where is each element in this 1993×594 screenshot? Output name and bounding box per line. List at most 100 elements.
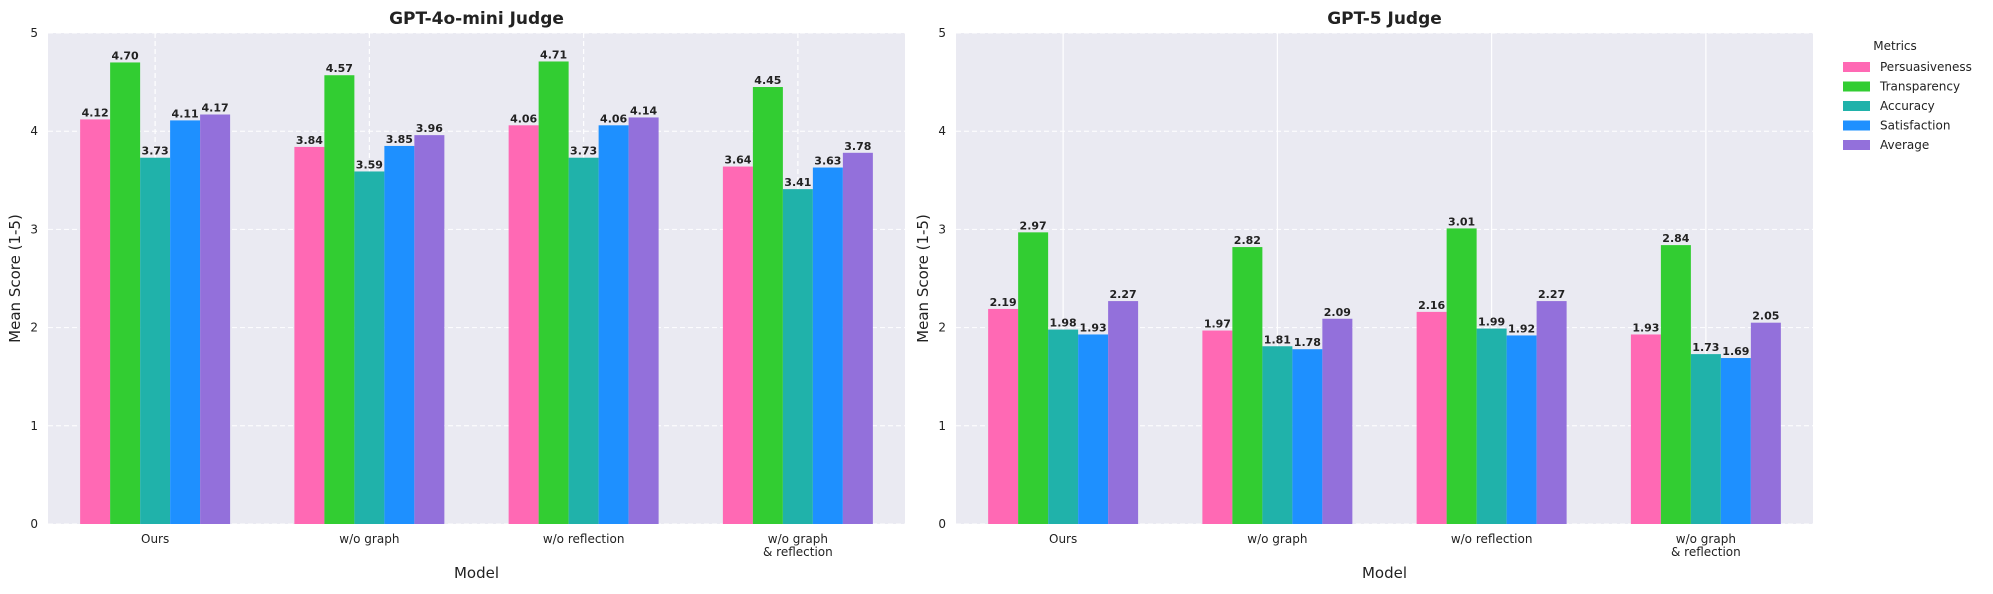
bar-value-label: 2.84 — [1662, 232, 1689, 245]
bar — [1078, 334, 1109, 524]
bar — [1446, 228, 1477, 524]
bar-value-label: 1.93 — [1632, 321, 1659, 334]
legend-swatch — [1843, 62, 1870, 72]
y-tick-label: 0 — [30, 517, 38, 531]
y-tick-label: 4 — [30, 124, 38, 138]
x-tick-label: w/o graph — [339, 532, 399, 546]
bar-value-label: 3.96 — [416, 122, 443, 135]
legend-title: Metrics — [1873, 39, 1917, 53]
bar-value-label: 4.11 — [172, 107, 199, 120]
bar — [80, 119, 111, 524]
bar-value-label: 3.64 — [724, 154, 751, 167]
x-axis-label: Model — [1362, 564, 1407, 582]
x-tick-label-line: Ours — [141, 532, 169, 546]
bar — [1232, 247, 1263, 525]
x-tick-label-line: & reflection — [763, 545, 833, 559]
y-tick-label: 1 — [30, 419, 38, 433]
bar-value-label: 1.97 — [1204, 318, 1231, 331]
bar-value-label: 1.92 — [1508, 322, 1535, 335]
legend-swatch — [1843, 120, 1870, 131]
x-tick-label-line: Ours — [1049, 532, 1077, 546]
legend-label: Satisfaction — [1880, 119, 1950, 133]
bar-value-label: 2.27 — [1110, 288, 1137, 301]
bar — [1506, 335, 1537, 524]
bar-value-label: 3.01 — [1448, 215, 1475, 228]
x-tick-label: Ours — [141, 532, 169, 546]
bar-value-label: 1.69 — [1722, 345, 1749, 358]
bar — [782, 189, 813, 524]
legend-label: Accuracy — [1880, 99, 1935, 113]
y-tick-label: 0 — [938, 517, 946, 531]
x-tick-label: w/o graph — [1247, 532, 1307, 546]
x-tick-label-line: w/o graph — [339, 532, 399, 546]
x-tick-label-line: & reflection — [1671, 545, 1741, 559]
legend-label: Persuasiveness — [1880, 60, 1972, 74]
bar-value-label: 2.19 — [990, 296, 1017, 309]
bar — [354, 171, 385, 524]
bar — [568, 157, 599, 525]
bar-value-label: 2.97 — [1020, 219, 1047, 232]
bar — [628, 117, 659, 525]
x-tick-label-line: w/o graph — [1247, 532, 1307, 546]
bar-value-label: 2.16 — [1418, 299, 1445, 312]
y-tick-label: 3 — [30, 222, 38, 236]
bar-value-label: 3.59 — [356, 158, 383, 171]
bar — [1048, 329, 1079, 524]
bar — [170, 120, 201, 524]
bar-value-label: 4.06 — [510, 112, 537, 125]
bar-value-label: 4.14 — [630, 104, 657, 117]
bar-value-label: 3.63 — [814, 155, 841, 168]
legend-swatch — [1843, 140, 1870, 150]
bar — [1476, 328, 1507, 524]
bar-value-label: 3.78 — [844, 140, 871, 153]
y-tick-label: 5 — [30, 26, 38, 40]
bar-value-label: 4.12 — [82, 106, 109, 119]
bar — [842, 152, 873, 524]
bar — [1416, 311, 1447, 524]
x-axis-label: Model — [454, 564, 499, 582]
bar-value-label: 4.57 — [326, 62, 353, 75]
bar — [1630, 334, 1661, 524]
y-tick-label: 2 — [30, 321, 38, 335]
y-tick-label: 3 — [938, 222, 946, 236]
y-axis-label: Mean Score (1-5) — [6, 214, 24, 343]
chart-panel-1: 4.12 3.84 4.06 3.64 4.70 4.57 4.71 4.45 3.73 3.59… — [6, 9, 905, 582]
bar-value-label: 4.45 — [754, 74, 781, 87]
x-tick-label-line: w/o graph — [1676, 532, 1736, 546]
bar-value-label: 2.05 — [1752, 310, 1779, 323]
legend-swatch — [1843, 101, 1870, 111]
y-tick-label: 4 — [938, 124, 946, 138]
bar — [1292, 349, 1323, 524]
y-tick-label: 2 — [938, 321, 946, 335]
bar-value-label: 3.73 — [142, 145, 169, 158]
bar — [538, 61, 569, 525]
bar — [1750, 322, 1781, 524]
x-tick-label-line: w/o reflection — [543, 532, 625, 546]
bar — [752, 87, 783, 524]
bar-value-label: 1.99 — [1478, 316, 1505, 329]
bar — [1262, 346, 1293, 524]
bar-value-label: 1.93 — [1080, 321, 1107, 334]
legend-swatch — [1843, 81, 1870, 92]
bar-value-label: 1.78 — [1294, 336, 1321, 349]
x-tick-label: Ours — [1049, 532, 1077, 546]
bar — [294, 146, 325, 525]
bar — [1322, 318, 1353, 524]
bar-value-label: 4.17 — [202, 102, 229, 115]
bar — [1108, 301, 1139, 524]
bar — [1720, 358, 1751, 524]
legend-label: Average — [1880, 138, 1929, 152]
bar — [812, 167, 843, 524]
bar-value-label: 2.09 — [1324, 306, 1351, 319]
bar-value-label: 1.81 — [1264, 333, 1291, 346]
y-tick-label: 1 — [938, 419, 946, 433]
x-tick-label: w/o reflection — [1451, 532, 1533, 546]
bar — [988, 308, 1019, 524]
bar-value-label: 3.84 — [296, 134, 323, 147]
bar — [1536, 301, 1567, 524]
bar — [110, 62, 141, 525]
bar-value-label: 1.98 — [1050, 317, 1077, 330]
bar-value-label: 2.27 — [1538, 288, 1565, 301]
